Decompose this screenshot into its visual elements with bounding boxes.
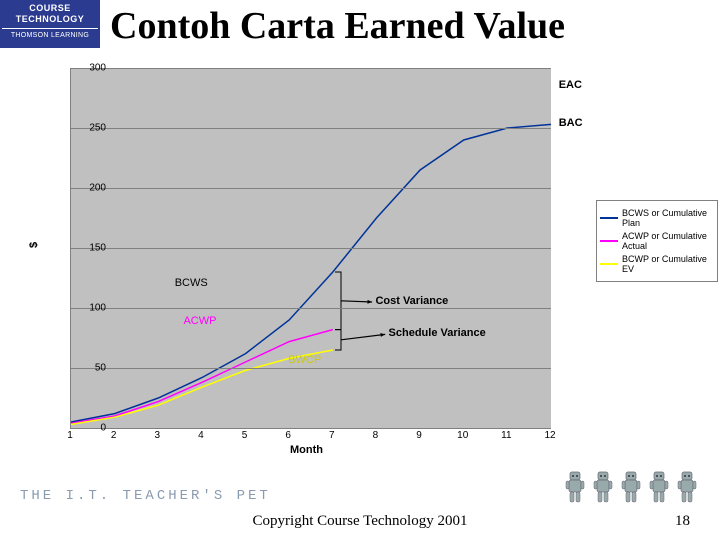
legend-item: BCWP or Cumulative EV xyxy=(600,254,714,274)
legend-label: BCWP or Cumulative EV xyxy=(622,254,714,274)
chart-annotation-schedule-variance: Schedule Variance xyxy=(389,327,486,339)
y-axis-label: $ xyxy=(28,242,40,248)
copyright-text: Copyright Course Technology 2001 xyxy=(0,513,720,530)
x-tick-label: 8 xyxy=(365,430,385,441)
x-tick-label: 10 xyxy=(453,430,473,441)
gridline xyxy=(71,308,551,309)
gridline xyxy=(71,188,551,189)
gridline xyxy=(71,68,551,69)
y-tick-label: 200 xyxy=(76,183,106,194)
gridline xyxy=(71,128,551,129)
earned-value-chart: $ Month 05010015020025030012345678910111… xyxy=(30,58,590,458)
robot-icons xyxy=(564,470,698,504)
chart-annotation-cost-variance: Cost Variance xyxy=(375,295,448,307)
logo-line1: COURSE xyxy=(2,3,98,14)
robot-icon xyxy=(564,470,586,504)
logo-line2: TECHNOLOGY xyxy=(2,14,98,25)
footer-brand: THE I.T. TEACHER'S PET xyxy=(20,488,271,504)
robot-icon xyxy=(676,470,698,504)
y-tick-label: 300 xyxy=(76,63,106,74)
robot-icon xyxy=(592,470,614,504)
legend-swatch xyxy=(600,240,618,242)
x-tick-label: 11 xyxy=(496,430,516,441)
chart-annotation-bac: BAC xyxy=(559,117,583,129)
x-tick-label: 4 xyxy=(191,430,211,441)
robot-icon xyxy=(620,470,642,504)
x-tick-label: 9 xyxy=(409,430,429,441)
series-bcws xyxy=(71,124,551,422)
slide-title: Contoh Carta Earned Value xyxy=(110,4,710,48)
y-tick-label: 150 xyxy=(76,243,106,254)
x-tick-label: 6 xyxy=(278,430,298,441)
legend-swatch xyxy=(600,263,618,265)
x-tick-label: 3 xyxy=(147,430,167,441)
x-tick-label: 5 xyxy=(235,430,255,441)
variance-bracket xyxy=(335,330,341,350)
arrowhead-icon xyxy=(367,300,372,304)
robot-icon xyxy=(648,470,670,504)
legend-label: ACWP or Cumulative Actual xyxy=(622,231,714,251)
y-tick-label: 250 xyxy=(76,123,106,134)
legend-item: BCWS or Cumulative Plan xyxy=(600,208,714,228)
variance-bracket xyxy=(335,272,341,330)
chart-legend: BCWS or Cumulative Plan ACWP or Cumulativ… xyxy=(596,200,718,282)
x-tick-label: 2 xyxy=(104,430,124,441)
gridline xyxy=(71,248,551,249)
y-tick-label: 100 xyxy=(76,303,106,314)
x-tick-label: 12 xyxy=(540,430,560,441)
logo-line3: THOMSON LEARNING xyxy=(2,32,98,40)
legend-item: ACWP or Cumulative Actual xyxy=(600,231,714,251)
chart-annotation-acwp: ACWP xyxy=(183,315,216,327)
chart-annotation-bcws: BCWS xyxy=(175,277,208,289)
gridline xyxy=(71,368,551,369)
y-tick-label: 0 xyxy=(76,423,106,434)
x-tick-label: 7 xyxy=(322,430,342,441)
series-acwp xyxy=(71,330,333,424)
annotation-arrow xyxy=(341,334,385,339)
x-axis-label: Month xyxy=(290,444,323,456)
x-tick-label: 1 xyxy=(60,430,80,441)
plot-area xyxy=(70,68,551,429)
chart-annotation-bwcp: BWCP xyxy=(288,354,321,366)
page-number: 18 xyxy=(675,513,690,530)
legend-label: BCWS or Cumulative Plan xyxy=(622,208,714,228)
y-tick-label: 50 xyxy=(76,363,106,374)
legend-swatch xyxy=(600,217,618,219)
chart-annotation-eac: EAC xyxy=(559,79,582,91)
publisher-logo: COURSE TECHNOLOGY THOMSON LEARNING xyxy=(0,0,100,48)
annotation-arrow xyxy=(341,301,372,302)
